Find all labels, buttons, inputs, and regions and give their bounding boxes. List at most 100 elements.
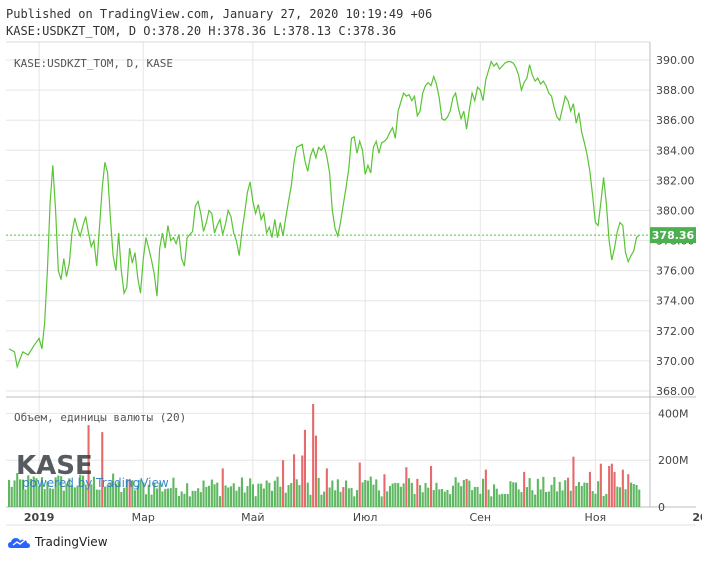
volume-bar — [388, 486, 391, 507]
volume-bar — [243, 492, 246, 507]
volume-bar — [484, 469, 487, 507]
volume-bar — [161, 491, 164, 507]
volume-bar — [454, 477, 457, 507]
volume-bar — [317, 477, 320, 507]
volume-bar — [51, 488, 54, 507]
volume-bar — [619, 487, 622, 507]
published-header: Published on TradingView.com, January 27… — [6, 7, 433, 21]
volume-bar — [523, 471, 526, 507]
volume-bar — [594, 493, 597, 507]
price-axis-label: 388.00 — [656, 84, 695, 97]
volume-axis-label: 400M — [658, 407, 689, 420]
price-axis-label: 376.00 — [656, 265, 695, 278]
volume-bar — [561, 490, 564, 507]
volume-bar — [323, 491, 326, 507]
volume-bar — [380, 496, 383, 507]
volume-bar — [597, 481, 600, 507]
volume-bar — [32, 476, 35, 507]
volume-bar — [446, 489, 449, 507]
volume-bar — [38, 486, 41, 507]
volume-bar — [525, 487, 528, 507]
kase-logo: KASE — [16, 451, 93, 481]
volume-bar — [172, 477, 175, 507]
volume-bar — [183, 493, 186, 507]
volume-bar — [175, 487, 178, 507]
volume-bar — [177, 496, 180, 507]
volume-bar — [24, 489, 27, 507]
volume-bar — [112, 473, 115, 507]
volume-bar — [479, 493, 482, 507]
volume-bar — [90, 484, 93, 507]
volume-bar — [547, 491, 550, 507]
volume-bar — [120, 492, 123, 507]
volume-bar — [613, 471, 616, 507]
volume-bar — [199, 492, 202, 507]
volume-bar — [435, 482, 438, 507]
volume-bar — [21, 479, 24, 507]
volume-bar — [493, 484, 496, 507]
volume-bar — [553, 477, 556, 507]
volume-bar — [473, 487, 476, 507]
volume-bar — [495, 488, 498, 507]
volume-bar — [128, 478, 131, 507]
kase-watermark: KASE powered by TradingView — [16, 451, 169, 490]
volume-bar — [232, 483, 235, 507]
volume-bar — [57, 475, 60, 507]
volume-bar — [202, 480, 205, 507]
volume-bar — [229, 486, 232, 507]
volume-bar — [139, 479, 142, 507]
volume-bar — [588, 471, 591, 507]
volume-bar — [235, 490, 238, 507]
volume-bar — [82, 475, 85, 507]
volume-bar — [356, 490, 359, 507]
volume-bar — [320, 494, 323, 507]
volume-bar — [276, 476, 279, 507]
volume-bar — [440, 489, 443, 507]
volume-bar — [197, 488, 200, 507]
volume-bar — [79, 474, 82, 507]
volume-axis-label: 200M — [658, 454, 689, 467]
volume-bar — [145, 494, 148, 507]
volume-bar — [29, 478, 32, 507]
volume-bar — [208, 485, 211, 507]
volume-bar — [482, 478, 485, 507]
volume-bar — [150, 494, 153, 507]
volume-bar — [476, 486, 479, 507]
tradingview-footer[interactable]: TradingView — [8, 535, 108, 549]
volume-bar — [224, 485, 227, 507]
volume-bar — [336, 479, 339, 507]
volume-bar — [84, 484, 87, 507]
volume-bar — [624, 489, 627, 507]
volume-bar — [465, 478, 468, 507]
volume-bar — [293, 454, 296, 507]
volume-bar — [156, 488, 159, 507]
volume-bar — [621, 469, 624, 507]
volume-bar — [27, 475, 30, 507]
volume-bar — [312, 404, 315, 507]
time-axis-label: Май — [241, 511, 264, 524]
volume-bar — [114, 483, 117, 507]
volume-axis-labels: 0 200M 400M — [658, 407, 689, 514]
volume-bar — [391, 483, 394, 507]
time-axis-label: Мар — [132, 511, 155, 524]
volume-bar — [377, 490, 380, 507]
volume-bar — [405, 467, 408, 507]
volume-bar — [301, 455, 304, 507]
volume-bar — [369, 476, 372, 507]
volume-bar — [282, 460, 285, 507]
volume-bar — [131, 480, 134, 507]
volume-bar — [268, 482, 271, 507]
volume-bar — [366, 480, 369, 507]
volume-bar — [490, 496, 493, 507]
volume-bar — [106, 485, 109, 507]
volume-bar — [251, 484, 254, 507]
chart[interactable]: KASE powered by TradingView KASE:USDKZT_… — [0, 0, 702, 535]
volume-bar — [265, 480, 268, 507]
volume-bar — [487, 489, 490, 507]
volume-bar — [632, 484, 635, 507]
volume-bar — [457, 482, 460, 507]
volume-bar — [427, 487, 430, 507]
last-price-tag: 378.36 — [650, 227, 696, 244]
volume-bar — [35, 478, 38, 507]
volume-bar — [419, 485, 422, 507]
